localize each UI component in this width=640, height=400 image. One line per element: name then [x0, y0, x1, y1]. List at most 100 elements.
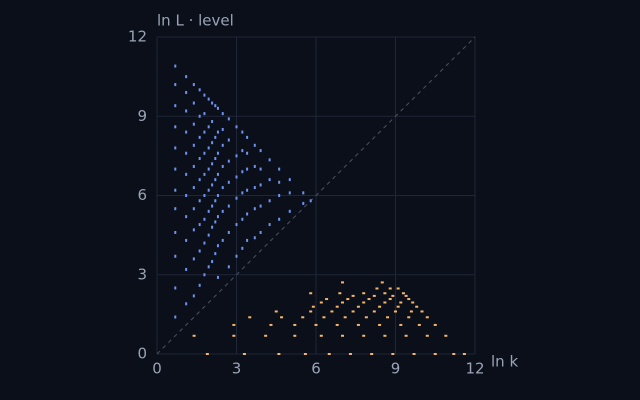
data-point — [253, 143, 256, 147]
data-point — [185, 75, 188, 79]
data-point — [246, 238, 249, 242]
data-point — [314, 323, 318, 326]
diagonal-reference — [156, 36, 476, 355]
y-tick-label: 3 — [137, 265, 147, 283]
data-point — [302, 201, 305, 205]
data-point — [367, 298, 371, 301]
data-point — [383, 334, 387, 337]
data-point — [207, 265, 210, 269]
data-point — [335, 305, 339, 308]
data-point — [185, 109, 188, 113]
data-point — [227, 117, 230, 121]
data-point — [278, 217, 281, 221]
data-point — [203, 241, 206, 245]
data-point — [253, 164, 256, 168]
data-point — [391, 353, 395, 355]
data-point — [185, 302, 188, 306]
data-point — [216, 106, 219, 110]
data-point — [362, 334, 366, 337]
data-point — [198, 199, 201, 203]
data-point — [396, 305, 400, 308]
data-point — [278, 167, 281, 171]
y-tick-label: 6 — [137, 186, 147, 204]
data-point — [388, 298, 392, 301]
data-point — [221, 186, 224, 190]
data-point — [221, 112, 224, 116]
data-point — [246, 188, 249, 192]
data-point — [303, 353, 307, 355]
data-point — [227, 265, 230, 269]
data-point — [241, 130, 244, 134]
x-tick-label: 12 — [465, 360, 484, 378]
data-point — [216, 151, 219, 155]
data-point — [174, 104, 177, 108]
data-point — [259, 204, 262, 208]
data-point — [203, 194, 206, 197]
data-point — [203, 130, 206, 134]
data-point — [383, 292, 387, 295]
data-point — [327, 353, 331, 355]
data-point — [174, 207, 177, 211]
data-point — [203, 93, 206, 97]
data-point — [203, 112, 206, 116]
data-point — [185, 267, 188, 271]
data-point — [452, 353, 456, 355]
data-point — [277, 353, 281, 355]
data-point — [185, 130, 188, 134]
data-point — [401, 292, 405, 295]
data-point — [356, 323, 360, 326]
data-point — [409, 310, 413, 313]
data-point — [351, 294, 355, 297]
data-point — [259, 167, 262, 171]
data-point — [346, 298, 350, 301]
data-point — [221, 164, 224, 168]
data-point — [235, 196, 238, 200]
data-point — [185, 172, 188, 176]
data-point — [216, 215, 219, 219]
data-point — [269, 323, 273, 326]
data-point — [302, 191, 305, 195]
data-point — [309, 292, 313, 295]
data-point — [268, 223, 271, 227]
data-point — [207, 167, 210, 171]
data-point — [404, 294, 408, 297]
data-point — [322, 316, 326, 319]
data-point — [174, 83, 177, 87]
data-point — [341, 281, 344, 284]
data-point — [198, 283, 201, 287]
data-point — [309, 310, 313, 313]
data-point — [211, 225, 214, 229]
data-point — [375, 287, 379, 290]
data-point — [378, 323, 382, 326]
data-point — [192, 143, 195, 147]
data-point — [378, 305, 382, 308]
data-point — [364, 316, 368, 319]
data-point — [192, 101, 195, 105]
data-point — [425, 334, 429, 337]
data-point — [319, 334, 323, 337]
data-point — [343, 316, 347, 319]
data-point — [192, 186, 195, 190]
data-point — [383, 301, 387, 304]
data-point — [221, 209, 224, 213]
data-point — [174, 125, 177, 129]
data-point — [404, 334, 408, 337]
data-point — [216, 275, 219, 279]
data-point — [227, 204, 230, 208]
y-tick-label: 12 — [128, 28, 147, 46]
data-point — [235, 223, 238, 227]
data-point — [399, 301, 403, 304]
x-tick-label: 6 — [311, 360, 321, 378]
data-point — [288, 178, 291, 182]
data-point — [309, 199, 312, 203]
data-point — [444, 334, 448, 337]
data-point — [214, 220, 217, 224]
data-point — [351, 310, 355, 313]
data-point — [246, 151, 249, 155]
data-point — [192, 334, 196, 337]
data-point — [174, 146, 177, 150]
data-point — [235, 175, 238, 179]
data-point — [241, 191, 244, 195]
data-point — [372, 294, 376, 297]
